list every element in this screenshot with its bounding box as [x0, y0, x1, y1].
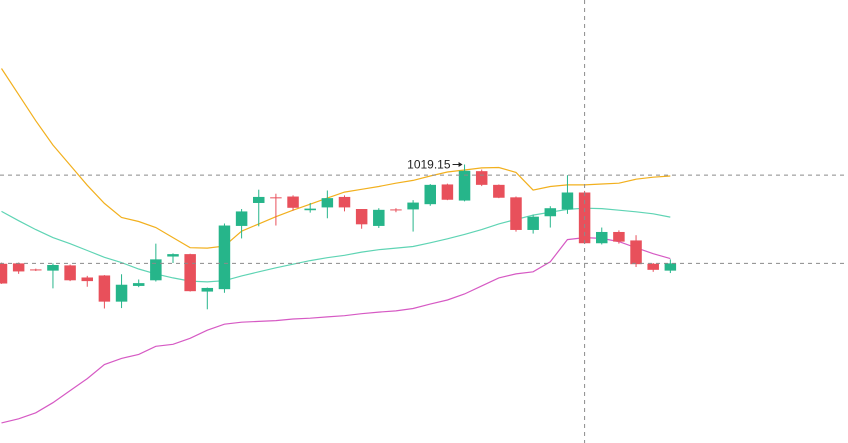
- candle: [270, 193, 282, 226]
- candle: [304, 202, 316, 213]
- candle-body: [167, 254, 179, 257]
- candle-body: [338, 196, 351, 208]
- candle: [167, 253, 179, 263]
- candle-body: [424, 184, 436, 205]
- candle: [647, 262, 659, 272]
- candle-body: [355, 209, 368, 225]
- candle-body: [561, 192, 574, 210]
- candle-body: [321, 198, 334, 208]
- candle-body: [441, 184, 454, 200]
- annotations: 1019.15: [407, 158, 463, 172]
- candle-body: [184, 254, 196, 292]
- candle-body: [647, 263, 659, 270]
- candle-body: [218, 225, 231, 290]
- lower-band-line: [1, 236, 671, 424]
- candle: [47, 263, 59, 289]
- candle: [115, 274, 128, 309]
- candle: [630, 235, 642, 268]
- candle-body: [458, 170, 471, 201]
- candle: [338, 195, 351, 212]
- candle-body: [132, 283, 145, 286]
- candle-body: [407, 202, 419, 210]
- candle-body: [373, 209, 385, 226]
- candle: [664, 259, 677, 274]
- candle-body: [475, 171, 488, 185]
- candle-body: [81, 277, 93, 282]
- candle-body: [47, 264, 59, 271]
- candle-body: [98, 275, 111, 302]
- candle-body: [510, 197, 522, 230]
- candle: [596, 227, 608, 245]
- candle: [98, 275, 111, 309]
- candle-body: [12, 263, 25, 272]
- candle: [253, 189, 265, 227]
- candle: [493, 184, 505, 199]
- candle-body: [630, 240, 642, 265]
- candle: [407, 200, 419, 232]
- candle-body: [270, 197, 282, 199]
- candle: [132, 279, 145, 288]
- candle-body: [0, 263, 8, 284]
- candle-body: [253, 196, 265, 203]
- candle: [475, 169, 488, 187]
- candle: [561, 175, 574, 214]
- bollinger-bands: [0, 68, 671, 424]
- candle-body: [390, 209, 402, 211]
- candle: [355, 209, 368, 229]
- candle-body: [150, 259, 162, 281]
- candle: [201, 287, 214, 310]
- candle: [81, 275, 93, 287]
- candle: [30, 268, 42, 272]
- candle-body: [64, 265, 76, 281]
- candle-body: [596, 231, 608, 244]
- candle: [544, 206, 557, 228]
- candle-body: [304, 208, 316, 211]
- candle: [390, 208, 402, 213]
- candle-body: [201, 287, 214, 292]
- candle: [613, 230, 625, 244]
- candle: [64, 264, 76, 282]
- candle-body: [527, 216, 539, 230]
- candle: [458, 164, 471, 202]
- candle-body: [664, 263, 677, 271]
- max-price-arrow-head: [458, 162, 463, 168]
- candle: [287, 195, 299, 211]
- candle: [441, 183, 454, 201]
- candle: [0, 262, 8, 284]
- candle: [510, 196, 522, 232]
- candle-body: [287, 196, 299, 208]
- candle-body: [544, 208, 557, 217]
- candle: [373, 208, 385, 228]
- candle: [527, 214, 539, 234]
- middle-band-line: [1, 207, 671, 283]
- candle: [218, 223, 231, 293]
- candle: [235, 209, 248, 239]
- candle-body: [30, 269, 42, 271]
- candle: [12, 262, 25, 274]
- candles: [0, 164, 677, 310]
- candle-body: [613, 231, 625, 242]
- candle: [150, 243, 162, 282]
- candle: [321, 190, 334, 219]
- max-price-label: 1019.15: [407, 158, 451, 172]
- candle-body: [235, 211, 248, 226]
- candle-body: [115, 284, 128, 302]
- upper-band-line: [0, 68, 671, 249]
- candle-body: [493, 184, 505, 198]
- candle: [184, 253, 196, 292]
- candle: [424, 184, 436, 206]
